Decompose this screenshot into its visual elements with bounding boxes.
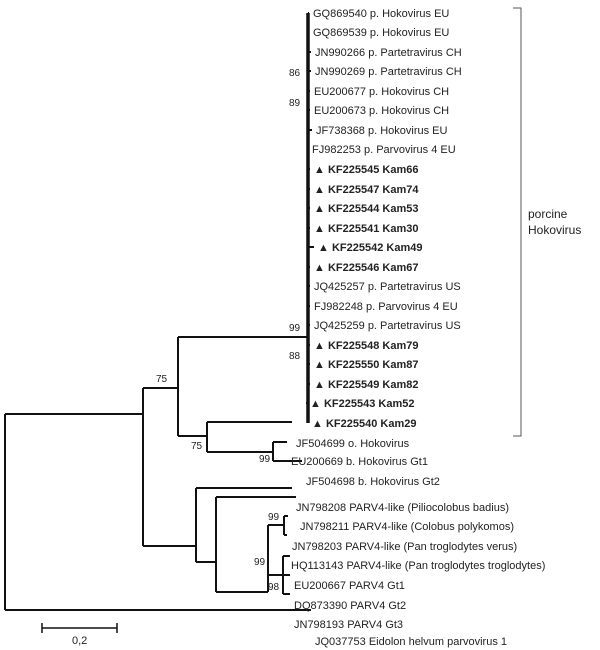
leaf-name-jf504698: JF504698 b. Hokovirus Gt2 (306, 476, 440, 488)
leaf-label-kf225544: ▲ KF225544 Kam53 (314, 203, 418, 215)
leaf-label-fj982253: FJ982253 p. Parvovirus 4 EU (312, 144, 456, 156)
bootstrap-value-bs-99-d: 99 (254, 557, 266, 568)
bootstrap-value-bs-75-a: 75 (156, 374, 168, 385)
leaf-name-jf504699: JF504699 o. Hokovirus (296, 438, 410, 450)
bootstrap-value-bs-88: 88 (289, 351, 301, 362)
triangle-marker-icon: ▲ (314, 164, 325, 176)
leaf-label-jn798211: JN798211 PARV4-like (Colobus polykomos) (300, 521, 514, 533)
leaf-label-kf225546: ▲ KF225546 Kam67 (314, 262, 418, 274)
triangle-marker-icon: ▲ (314, 340, 325, 352)
leaf-name-kf225545: KF225545 Kam66 (328, 164, 419, 176)
clade-label-line1: porcine (528, 207, 568, 221)
leaf-name-jn990266: JN990266 p. Partetravirus CH (315, 47, 462, 59)
triangle-marker-icon: ▲ (314, 203, 325, 215)
leaf-label-eu200667: EU200667 PARV4 Gt1 (294, 580, 405, 592)
bootstrap-value-bs-98: 98 (268, 582, 280, 593)
leaf-label-kf225541: ▲ KF225541 Kam30 (314, 223, 418, 235)
triangle-marker-icon: ▲ (314, 379, 325, 391)
leaf-name-jq425257: JQ425257 p. Partetravirus US (314, 281, 461, 293)
leaf-label-eu200669: EU200669 b. Hokovirus Gt1 (291, 456, 428, 468)
triangle-marker-icon: ▲ (314, 359, 325, 371)
leaf-label-jn798208: JN798208 PARV4-like (Piliocolobus badius… (296, 502, 509, 514)
leaf-name-jf738368: JF738368 p. Hokovirus EU (316, 125, 448, 137)
leaf-label-kf225550: ▲ KF225550 Kam87 (314, 359, 418, 371)
bootstrap-value-bs-86: 86 (289, 68, 301, 79)
bootstrap-value-bs-99-b: 99 (259, 454, 271, 465)
leaf-label-fj982248: FJ982248 p. Parvovirus 4 EU (314, 301, 458, 313)
leaf-name-kf225548: KF225548 Kam79 (328, 340, 419, 352)
leaf-name-jn798203: JN798203 PARV4-like (Pan troglodytes ver… (292, 541, 517, 553)
leaf-name-eu200677: EU200677 p. Hokovirus CH (314, 86, 449, 98)
leaf-label-jn990266: JN990266 p. Partetravirus CH (315, 47, 462, 59)
leaf-name-jn798208: JN798208 PARV4-like (Piliocolobus badius… (296, 502, 509, 514)
leaf-name-jq425259: JQ425259 p. Partetravirus US (314, 320, 461, 332)
triangle-marker-icon: ▲ (314, 184, 325, 196)
leaf-label-jf738368: JF738368 p. Hokovirus EU (316, 125, 448, 137)
leaf-name-jn798211: JN798211 PARV4-like (Colobus polykomos) (300, 521, 514, 533)
leaf-name-dq873390: DQ873390 PARV4 Gt2 (294, 600, 406, 612)
leaf-name-eu200673: EU200673 p. Hokovirus CH (314, 105, 449, 117)
leaf-name-gq869539: GQ869539 p. Hokovirus EU (313, 27, 449, 39)
leaf-name-jn990269: JN990269 p. Partetravirus CH (315, 66, 462, 78)
leaf-label-jf504698: JF504698 b. Hokovirus Gt2 (306, 476, 440, 488)
leaf-name-kf225541: KF225541 Kam30 (328, 223, 419, 235)
triangle-marker-icon: ▲ (310, 398, 321, 410)
bootstrap-value-bs-89: 89 (289, 98, 301, 109)
leaf-label-jn990269: JN990269 p. Partetravirus CH (315, 66, 462, 78)
leaf-name-kf225549: KF225549 Kam82 (328, 379, 419, 391)
leaf-label-jf504699: JF504699 o. Hokovirus (296, 438, 410, 450)
scale-bar-label: 0,2 (72, 635, 87, 647)
leaf-label-hq113143: HQ113143 PARV4-like (Pan troglodytes tro… (291, 560, 545, 572)
leaf-label-jq425257: JQ425257 p. Partetravirus US (314, 281, 461, 293)
leaf-label-eu200677: EU200677 p. Hokovirus CH (314, 86, 449, 98)
leaf-label-gq869540: GQ869540 p. Hokovirus EU (313, 8, 449, 20)
leaf-label-dq873390: DQ873390 PARV4 Gt2 (294, 600, 406, 612)
leaf-name-kf225547: KF225547 Kam74 (328, 184, 419, 196)
leaf-label-jq037753: JQ037753 Eidolon helvum parvovirus 1 (315, 636, 507, 648)
leaf-label-eu200673: EU200673 p. Hokovirus CH (314, 105, 449, 117)
leaf-name-kf225546: KF225546 Kam67 (328, 262, 419, 274)
leaf-label-kf225540: ▲ KF225540 Kam29 (312, 418, 416, 430)
bootstrap-value-bs-99-a: 99 (289, 323, 301, 334)
leaf-label-gq869539: GQ869539 p. Hokovirus EU (313, 27, 449, 39)
leaf-name-fj982253: FJ982253 p. Parvovirus 4 EU (312, 144, 456, 156)
triangle-marker-icon: ▲ (314, 223, 325, 235)
leaf-label-jq425259: JQ425259 p. Partetravirus US (314, 320, 461, 332)
leaf-label-kf225549: ▲ KF225549 Kam82 (314, 379, 418, 391)
leaf-name-eu200669: EU200669 b. Hokovirus Gt1 (291, 456, 428, 468)
bootstrap-value-bs-99-c: 99 (268, 512, 280, 523)
clade-bracket (513, 7, 522, 437)
bootstrap-labels: 86 89 99 88 75 75 99 99 99 98 (156, 68, 301, 593)
triangle-marker-icon: ▲ (312, 418, 323, 430)
leaf-name-jq037753: JQ037753 Eidolon helvum parvovirus 1 (315, 636, 507, 648)
leaf-label-kf225545: ▲ KF225545 Kam66 (314, 164, 418, 176)
triangle-marker-icon: ▲ (314, 262, 325, 274)
leaf-name-kf225550: KF225550 Kam87 (328, 359, 419, 371)
leaf-label-jn798203: JN798203 PARV4-like (Pan troglodytes ver… (292, 541, 517, 553)
leaf-name-hq113143: HQ113143 PARV4-like (Pan troglodytes tro… (291, 560, 545, 572)
leaf-label-kf225543: ▲ KF225543 Kam52 (310, 398, 414, 410)
leaf-name-gq869540: GQ869540 p. Hokovirus EU (313, 8, 449, 20)
tree-branches (4, 12, 314, 611)
leaf-name-fj982248: FJ982248 p. Parvovirus 4 EU (314, 301, 458, 313)
leaf-name-eu200667: EU200667 PARV4 Gt1 (294, 580, 405, 592)
leaf-labels: GQ869540 p. Hokovirus EU GQ869539 p. Hoko… (291, 8, 545, 648)
bootstrap-value-bs-75-b: 75 (191, 441, 203, 452)
leaf-label-jn798193: JN798193 PARV4 Gt3 (294, 619, 403, 631)
clade-label-line2: Hokovirus (528, 223, 581, 237)
leaf-label-kf225547: ▲ KF225547 Kam74 (314, 184, 419, 196)
leaf-name-kf225540: KF225540 Kam29 (326, 418, 417, 430)
leaf-name-kf225544: KF225544 Kam53 (328, 203, 419, 215)
leaf-label-kf225542: ▲ KF225542 Kam49 (318, 242, 422, 254)
leaf-name-kf225542: KF225542 Kam49 (332, 242, 423, 254)
leaf-name-kf225543: KF225543 Kam52 (324, 398, 415, 410)
leaf-label-kf225548: ▲ KF225548 Kam79 (314, 340, 418, 352)
leaf-name-jn798193: JN798193 PARV4 Gt3 (294, 619, 403, 631)
triangle-marker-icon: ▲ (318, 242, 329, 254)
